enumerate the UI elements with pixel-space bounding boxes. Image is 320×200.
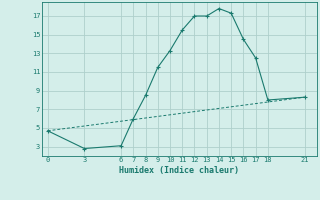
X-axis label: Humidex (Indice chaleur): Humidex (Indice chaleur)	[119, 166, 239, 175]
